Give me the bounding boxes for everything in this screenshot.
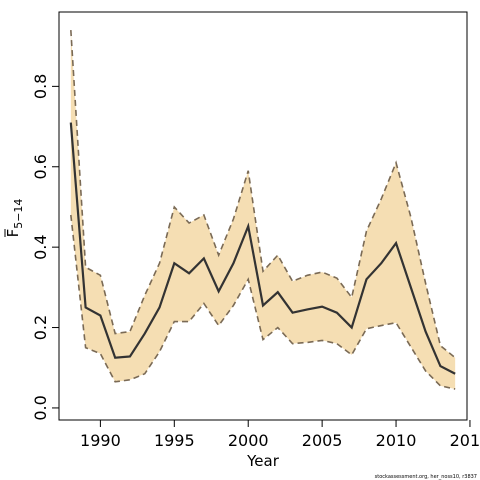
x-tick-label: 1990: [80, 431, 121, 450]
x-axis: 1990 1995 2000 2005 2010 2015: [80, 420, 480, 450]
x-tick-label: 2015: [450, 431, 480, 450]
confidence-band: [70, 30, 456, 390]
upper-bound-line: [70, 30, 456, 359]
x-axis-title: Year: [246, 452, 280, 470]
y-tick-label: 0.6: [31, 154, 50, 179]
y-tick-label: 0.0: [31, 395, 50, 420]
y-tick-label: 0.8: [31, 74, 50, 99]
estimate-line: [69, 122, 456, 375]
confidence-band-area: [70, 30, 456, 390]
plot-frame: [58, 11, 468, 421]
y-axis: 0.0 0.2 0.4 0.6 0.8: [31, 74, 59, 421]
x-tick-label: 2000: [228, 431, 269, 450]
x-tick-label: 2005: [302, 431, 343, 450]
y-axis-title-subscript: 5−14: [12, 199, 25, 229]
confidence-bounds: [70, 30, 456, 390]
estimate-series: [69, 122, 456, 375]
y-axis-title: F5−14: [4, 199, 25, 238]
x-tick-label: 1995: [154, 431, 195, 450]
y-tick-label: 0.4: [31, 234, 50, 259]
x-tick-label: 2010: [376, 431, 417, 450]
y-axis-title-main: F: [4, 229, 22, 238]
lower-bound-line: [70, 214, 456, 390]
credit-text: stockassessment.org, her_noss10, r3837: [375, 474, 477, 480]
y-tick-label: 0.2: [31, 315, 50, 340]
